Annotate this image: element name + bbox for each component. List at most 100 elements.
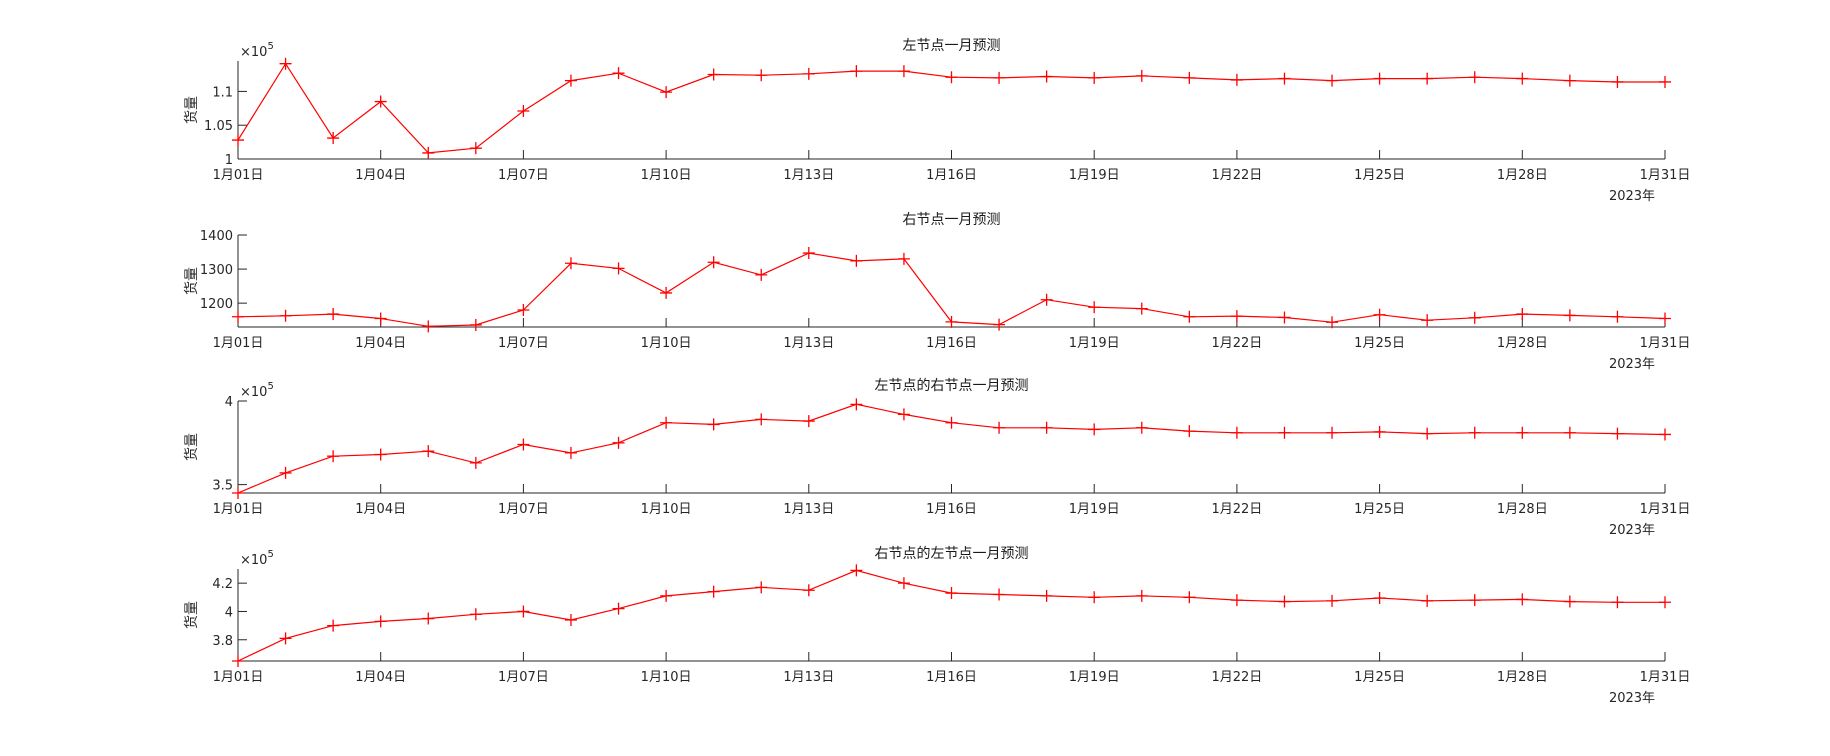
exponent-power: 5	[267, 381, 273, 392]
data-point-marker	[802, 67, 815, 80]
data-point-marker	[517, 303, 530, 316]
data-point-marker	[279, 466, 292, 479]
data-point-marker	[850, 398, 863, 411]
x-tick-label: 1月07日	[498, 502, 549, 517]
data-point-marker	[1088, 423, 1101, 436]
data-point-marker	[327, 308, 340, 321]
data-point-marker	[469, 142, 482, 155]
x-tick-label: 1月10日	[641, 670, 692, 685]
data-point-marker	[897, 65, 910, 78]
data-point-marker	[1373, 72, 1386, 85]
data-point-marker	[1563, 309, 1576, 322]
exponent-power: 5	[267, 41, 273, 52]
x-tick-label: 1月01日	[213, 502, 264, 517]
data-point-marker	[1563, 74, 1576, 87]
data-point-marker	[612, 67, 625, 80]
data-point-marker	[1183, 425, 1196, 438]
data-point-marker	[1183, 71, 1196, 84]
subplot-1: 1月01日 1月04日 1月07日 1月10日 1月13日 1月16日 1月19日 1月22日…	[183, 38, 1690, 204]
data-point-marker	[1040, 70, 1053, 83]
y-tick-label: 3.5	[212, 479, 233, 494]
x-tick-label: 1月07日	[498, 168, 549, 183]
data-point-marker	[1659, 428, 1671, 441]
data-point-marker	[1373, 308, 1386, 321]
x-tick-label: 1月10日	[641, 502, 692, 517]
data-point-marker	[755, 413, 768, 426]
x-tick-label: 1月28日	[1497, 336, 1548, 351]
data-point-marker	[755, 268, 768, 281]
data-point-marker	[1088, 301, 1101, 314]
data-point-marker	[755, 581, 768, 594]
data-point-marker	[374, 312, 387, 325]
data-point-marker	[897, 577, 910, 590]
data-point-marker	[1183, 310, 1196, 323]
data-point-marker	[1611, 310, 1624, 323]
data-point-marker	[1373, 592, 1386, 605]
x-tick-label: 1月04日	[355, 502, 406, 517]
x-year-label: 2023年	[1609, 691, 1655, 706]
x-tick-label: 1月16日	[926, 336, 977, 351]
y-tick-label: 1	[225, 153, 233, 168]
x-tick-label: 1月28日	[1497, 502, 1548, 517]
x-tick-label: 1月19日	[1069, 336, 1120, 351]
data-point-marker	[517, 605, 530, 618]
y-tick-label: 1.05	[204, 119, 233, 134]
data-point-marker	[945, 416, 958, 429]
x-tick-label: 1月25日	[1354, 502, 1405, 517]
data-point-marker	[707, 68, 720, 81]
data-point-marker	[945, 587, 958, 600]
data-point-marker	[469, 456, 482, 469]
data-point-marker	[1135, 421, 1148, 434]
data-point-marker	[564, 446, 577, 459]
data-point-marker	[993, 421, 1006, 434]
data-point-marker	[1326, 316, 1339, 329]
data-point-marker	[1040, 589, 1053, 602]
data-point-marker	[374, 95, 387, 108]
data-point-marker	[374, 448, 387, 461]
subplot-title: 右节点的左节点一月预测	[875, 546, 1029, 562]
data-point-marker	[1373, 425, 1386, 438]
data-point-marker	[374, 615, 387, 628]
data-point-marker	[1516, 72, 1529, 85]
data-point-marker	[1516, 308, 1529, 321]
data-point-marker	[1468, 311, 1481, 324]
data-point-marker	[517, 438, 530, 451]
exponent-base: ×10	[240, 45, 267, 60]
subplot-4: 1月01日 1月04日 1月07日 1月10日 1月13日 1月16日 1月19日 1月22日…	[183, 546, 1690, 706]
data-point-marker	[1135, 589, 1148, 602]
data-point-marker	[1563, 426, 1576, 439]
data-point-marker	[1230, 73, 1243, 86]
x-tick-label: 1月31日	[1640, 502, 1691, 517]
x-tick-label: 1月28日	[1497, 670, 1548, 685]
x-tick-label: 1月19日	[1069, 670, 1120, 685]
subplot-title: 左节点一月预测	[903, 38, 1001, 54]
data-point-marker	[1468, 71, 1481, 84]
data-point-marker	[802, 415, 815, 428]
y-tick-label: 1300	[200, 263, 233, 278]
y-axis-label: 货量	[183, 96, 200, 124]
data-point-marker	[1611, 596, 1624, 609]
y-exponent-label: ×105	[240, 41, 274, 60]
data-point-marker	[327, 132, 340, 145]
x-tick-label: 1月13日	[783, 336, 834, 351]
x-tick-label: 1月25日	[1354, 168, 1405, 183]
x-tick-label: 1月07日	[498, 670, 549, 685]
data-point-marker	[1278, 72, 1291, 85]
x-tick-label: 1月04日	[355, 670, 406, 685]
data-point-marker	[612, 436, 625, 449]
data-point-marker	[1421, 72, 1434, 85]
data-point-marker	[327, 450, 340, 463]
x-tick-label: 1月25日	[1354, 336, 1405, 351]
data-point-marker	[1278, 311, 1291, 324]
subplot-title: 右节点一月预测	[903, 212, 1001, 228]
data-point-marker	[232, 487, 244, 499]
x-tick-label: 1月22日	[1211, 670, 1262, 685]
series-line	[237, 252, 1666, 327]
data-point-marker	[850, 254, 863, 267]
x-tick-label: 1月13日	[783, 502, 834, 517]
x-tick-label: 1月01日	[213, 336, 264, 351]
data-point-marker	[517, 105, 530, 118]
data-point-marker	[707, 585, 720, 598]
data-point-marker	[850, 65, 863, 78]
